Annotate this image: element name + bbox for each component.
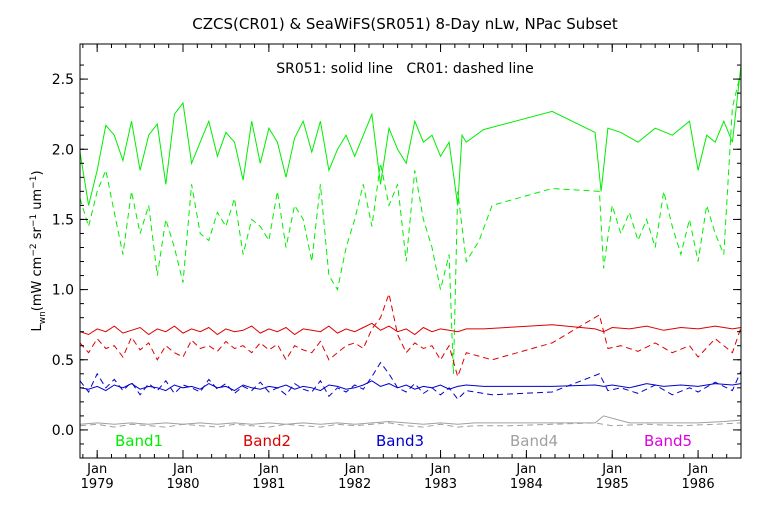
series-line-band3-solid bbox=[79, 380, 742, 392]
y-axis-label-exp3: −1 bbox=[29, 176, 39, 189]
chart-title: CZCS(CR01) & SeaWiFS(SR051) 8-Day nLw, N… bbox=[192, 15, 618, 33]
y-tick-label: 2.0 bbox=[52, 142, 74, 158]
y-tick-label: 2.5 bbox=[52, 72, 74, 88]
plot-frame bbox=[79, 43, 742, 459]
series-line-band2-dashed bbox=[79, 291, 742, 379]
x-tick-label-month: Jan bbox=[172, 462, 193, 477]
x-tick-label-year: 1983 bbox=[424, 477, 457, 492]
x-tick-label-year: 1981 bbox=[252, 477, 285, 492]
y-axis-label-um: um bbox=[30, 189, 45, 214]
legend-band1: Band1 bbox=[115, 432, 163, 450]
y-axis-label-close: ) bbox=[30, 170, 45, 175]
legend-band5: Band5 bbox=[644, 432, 692, 450]
x-tick-label-year: 1982 bbox=[338, 477, 371, 492]
y-axis-label-units: (mW cm bbox=[30, 257, 45, 312]
series-line-band1-dashed bbox=[79, 71, 742, 374]
y-tick-label: 0.0 bbox=[52, 423, 74, 439]
x-axis: Jan1979Jan1980Jan1981Jan1982Jan1983Jan19… bbox=[81, 44, 728, 492]
x-tick-label-month: Jan bbox=[515, 462, 536, 477]
y-axis: 0.0 0.5 1.0 1.5 2.0 2.5 bbox=[52, 64, 741, 445]
legend-band4: Band4 bbox=[510, 432, 558, 450]
series-line-band3-dashed bbox=[79, 361, 742, 400]
x-tick-label-year: 1979 bbox=[81, 477, 114, 492]
series-line-band4-solid bbox=[79, 415, 742, 425]
x-tick-label-month: Jan bbox=[86, 462, 107, 477]
chart-subtitle: SR051: solid line CR01: dashed line bbox=[276, 61, 533, 77]
x-tick-label-year: 1984 bbox=[510, 477, 543, 492]
y-axis-label-sr: sr bbox=[30, 226, 45, 243]
y-axis-label-exp1: −2 bbox=[29, 243, 39, 256]
y-axis-label-exp2: −1 bbox=[29, 214, 39, 227]
y-axis-label-main: L bbox=[30, 324, 45, 332]
x-tick-label-month: Jan bbox=[430, 462, 451, 477]
x-tick-label-year: 1985 bbox=[596, 477, 629, 492]
series-line-band4-dashed bbox=[79, 422, 742, 428]
legend-band2: Band2 bbox=[243, 432, 291, 450]
y-tick-label: 1.0 bbox=[52, 283, 74, 299]
legend: Band1 Band2 Band3 Band4 Band5 bbox=[115, 432, 692, 450]
series-line-band2-solid bbox=[79, 322, 742, 336]
legend-band3: Band3 bbox=[376, 432, 424, 450]
x-tick-label-month: Jan bbox=[344, 462, 365, 477]
x-tick-label-month: Jan bbox=[601, 462, 622, 477]
y-axis-label: Lwn(mW cm−2 sr−1 um−1) bbox=[29, 170, 48, 331]
y-axis-label-sub: wn bbox=[38, 311, 48, 324]
y-tick-label: 0.5 bbox=[52, 353, 74, 369]
x-tick-label-month: Jan bbox=[258, 462, 279, 477]
plot-area bbox=[79, 65, 742, 428]
x-tick-label-year: 1980 bbox=[166, 477, 199, 492]
x-tick-label-year: 1986 bbox=[682, 477, 715, 492]
y-tick-label: 1.5 bbox=[52, 212, 74, 228]
series-line-band1-solid bbox=[79, 65, 742, 206]
x-tick-label-month: Jan bbox=[687, 462, 708, 477]
